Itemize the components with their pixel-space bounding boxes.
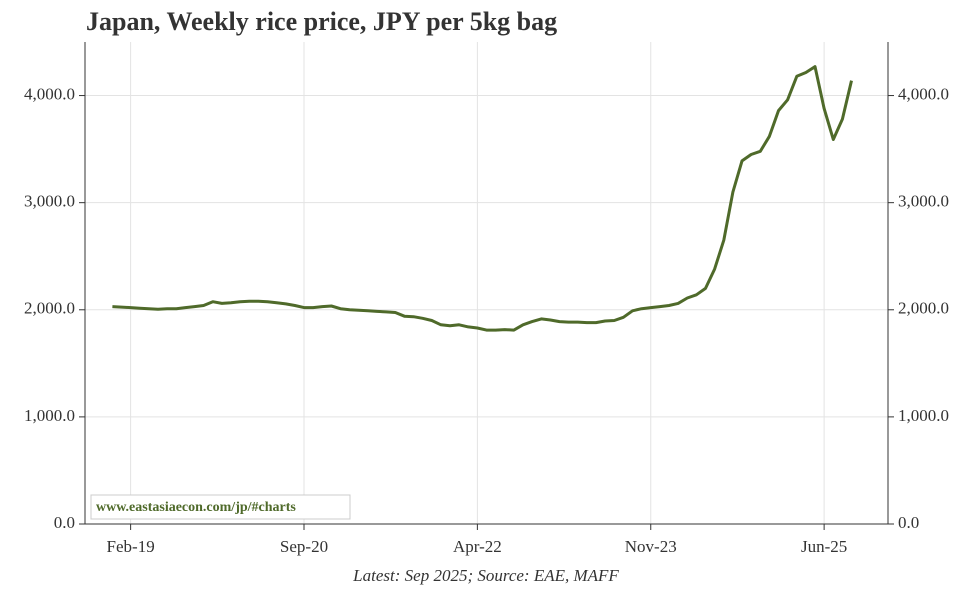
- x-tick-label: Feb-19: [107, 537, 155, 556]
- y-tick-label: 4,000.0: [24, 84, 75, 103]
- x-tick-label: Nov-23: [625, 537, 677, 556]
- x-tick-label: Sep-20: [280, 537, 328, 556]
- y2-tick-label: 1,000.0: [898, 406, 949, 425]
- series-line: [112, 65, 853, 332]
- x-tick-label: Apr-22: [453, 537, 502, 556]
- watermark: www.eastasiaecon.com/jp/#charts: [90, 494, 351, 520]
- y-tick-label: 1,000.0: [24, 406, 75, 425]
- y-tick-label: 0.0: [54, 513, 75, 532]
- chart-title: Japan, Weekly rice price, JPY per 5kg ba…: [86, 7, 557, 36]
- x-tick-label: Jun-25: [801, 537, 847, 556]
- y-tick-label: 2,000.0: [24, 299, 75, 318]
- y-tick-label: 3,000.0: [24, 192, 75, 211]
- y2-tick-label: 3,000.0: [898, 192, 949, 211]
- y2-tick-label: 4,000.0: [898, 84, 949, 103]
- y2-tick-label: 2,000.0: [898, 299, 949, 318]
- footnote: Latest: Sep 2025; Source: EAE, MAFF: [352, 566, 619, 585]
- watermark-box: [90, 494, 351, 520]
- watermark-text: www.eastasiaecon.com/jp/#charts: [96, 500, 296, 515]
- y2-tick-label: 0.0: [898, 513, 919, 532]
